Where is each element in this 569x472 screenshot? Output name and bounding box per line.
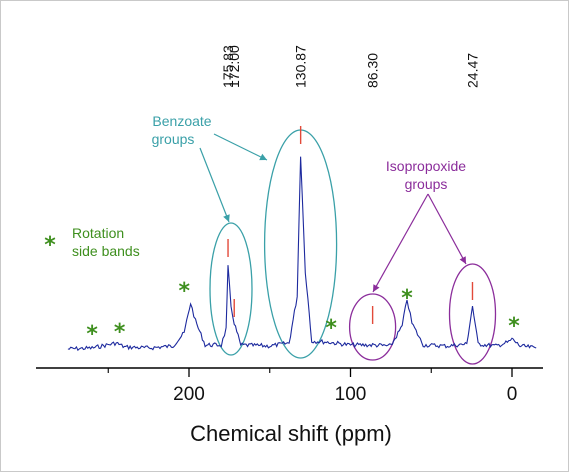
x-axis-title: Chemical shift (ppm)	[190, 421, 392, 446]
side-band-star-0: *	[86, 322, 98, 347]
side-band-star-3: *	[325, 316, 337, 341]
isopropoxide-arrow-right-head	[459, 256, 466, 264]
isopropoxide-arrow-left	[372, 193, 429, 293]
benzoate-label-line1: Benzoate	[152, 113, 211, 129]
spectrum-line	[67, 156, 537, 352]
x-tick-label-1: 100	[335, 384, 367, 405]
peak-label-1: 172.00	[226, 45, 242, 88]
x-axis-ticks: 200 100 0	[107, 368, 518, 405]
benzoate-arrow-large	[213, 133, 268, 161]
isopropoxide-label-line1: Isopropoxide	[386, 158, 466, 174]
x-tick-label-2: 0	[507, 384, 518, 405]
side-bands-label-line2: side bands	[72, 243, 140, 259]
side-band-star-4: *	[401, 286, 413, 311]
side-bands-star-icon: *	[44, 233, 56, 258]
isopropoxide-arrow-left-head	[373, 284, 380, 292]
side-band-star-5: *	[508, 314, 520, 339]
peak-label-3: 86.30	[365, 53, 381, 88]
side-bands-label-line1: Rotation	[72, 225, 124, 241]
isopropoxide-ellipse-right	[448, 263, 497, 365]
side-band-star-2: *	[178, 279, 190, 304]
isopropoxide-label-line2: groups	[405, 176, 448, 192]
side-band-star-1: *	[114, 320, 126, 345]
benzoate-arrow-large-head	[259, 153, 267, 161]
isopropoxide-arrow-right	[427, 193, 467, 265]
peak-label-4: 24.47	[465, 53, 481, 88]
peak-label-0: 175.83	[220, 45, 236, 88]
benzoate-arrow-small-head	[223, 214, 230, 222]
peak-label-2: 130.87	[293, 45, 309, 88]
annotation-leaders	[199, 133, 467, 293]
peak-markers	[227, 126, 474, 324]
x-tick-label-0: 200	[173, 384, 205, 405]
isopropoxide-ellipse-left	[348, 293, 397, 361]
benzoate-label-line2: groups	[152, 131, 195, 147]
benzoate-ellipse-small	[209, 222, 253, 356]
benzoate-arrow-small	[199, 147, 230, 223]
side-band-stars: * * * * * *	[86, 279, 520, 347]
